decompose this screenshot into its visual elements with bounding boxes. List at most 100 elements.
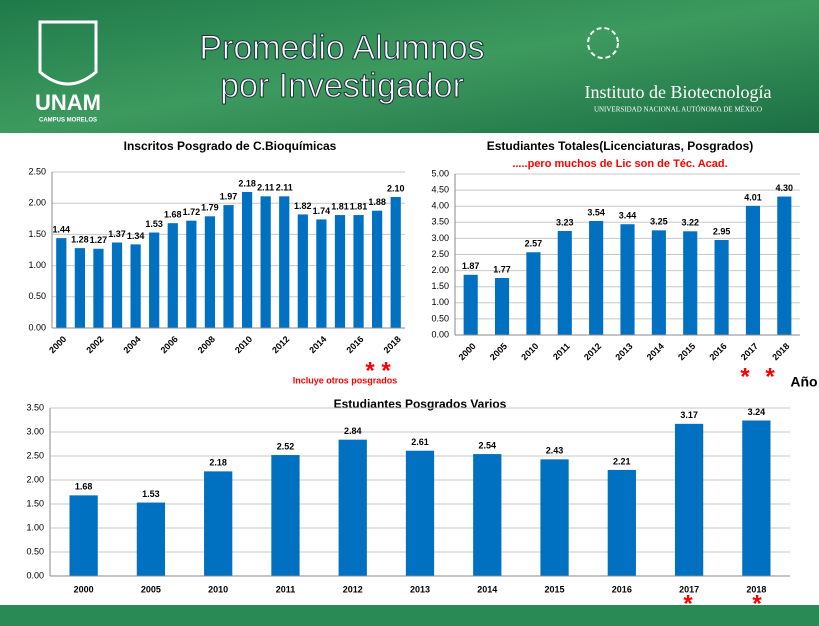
bar [557,230,572,335]
x-tick-label: 2011 [276,584,296,594]
logo-left: UNAM [35,90,101,115]
y-tick-label: 0.50 [28,291,46,301]
value-label: 1.68 [164,210,182,220]
title: por Investigador [220,67,464,105]
y-tick-label: 3.50 [431,217,449,227]
annotation: * [381,357,391,384]
value-label: 1.87 [462,261,480,271]
value-label: 2.10 [387,183,405,193]
bar [651,230,666,335]
bar [777,196,792,335]
value-label: 1.82 [294,201,312,211]
value-label: 1.72 [183,207,201,217]
value-label: 1.27 [90,235,108,245]
bar [260,196,271,328]
bar [111,242,123,328]
annotation: * [752,590,762,617]
institute: Instituto de Biotecnología [585,82,772,102]
bar [271,455,300,576]
x-tick-label: 2012 [343,584,363,594]
value-label: 3.24 [748,407,766,417]
annotation: * [765,363,775,390]
value-label: 3.25 [650,217,668,227]
value-label: 1.68 [75,482,93,492]
unam-shield [38,20,98,86]
y-tick-label: 1.50 [431,281,449,291]
value-label: 2.11 [257,183,274,193]
value-label: 2.18 [209,458,227,468]
y-tick-label: 3.00 [26,426,44,436]
annotation: Año [790,374,817,390]
bar [372,210,383,328]
bar [204,216,216,328]
bar [683,231,698,335]
bar [390,196,401,328]
value-label: 2.21 [613,456,631,466]
bar [742,420,771,576]
title: Promedio Alumnos [199,29,484,67]
value-label: 3.54 [587,207,605,217]
bar [279,196,290,328]
annotation: * [740,363,750,390]
y-tick-label: 1.00 [431,297,449,307]
y-tick-label: 1.50 [28,229,46,239]
bar [186,220,197,328]
bar [74,248,85,328]
bar [714,240,729,335]
value-label: 1.34 [127,231,145,241]
chart-title: Estudiantes Posgrados Varios [334,397,507,411]
bar [297,214,308,328]
chart-title: Inscritos Posgrado de C.Bioquímicas [124,139,337,153]
x-tick-label: 2017 [679,584,699,594]
y-tick-label: 1.00 [28,260,46,270]
value-label: 2.52 [277,441,295,451]
bar [338,439,367,576]
value-label: 1.81 [350,201,368,211]
bar [463,274,478,335]
value-label: 3.22 [681,218,699,228]
y-tick-label: 2.00 [26,474,44,484]
value-label: 2.57 [525,239,543,249]
bar [316,219,327,328]
y-tick-label: 3.50 [26,402,44,412]
bar [56,238,67,328]
y-tick-label: 3.00 [431,233,449,243]
bar [620,224,635,335]
value-label: 1.88 [368,197,386,207]
bar [223,205,234,328]
y-tick-label: 2.00 [28,198,46,208]
value-label: 1.53 [142,489,160,499]
bar [334,215,346,328]
y-tick-label: 0.00 [28,322,46,332]
y-tick-label: 2.50 [431,249,449,259]
value-label: 1.37 [108,229,126,239]
bar [167,223,178,328]
y-tick-label: 5.00 [431,168,449,178]
y-tick-label: 2.50 [26,450,44,460]
x-tick-label: 2018 [746,584,766,594]
value-label: 1.97 [220,191,238,201]
x-tick-label: 2014 [477,584,497,594]
bar [589,221,604,335]
value-label: 2.54 [479,440,497,450]
x-tick-label: 2015 [545,584,565,594]
value-label: 4.30 [776,183,794,193]
value-label: 2.61 [411,437,429,447]
value-label: 2.84 [344,426,362,436]
bar [526,252,541,335]
y-tick-label: 2.00 [431,265,449,275]
bar [69,495,98,576]
value-label: 3.17 [680,410,698,420]
value-label: 1.44 [53,225,71,235]
bar [93,248,104,328]
value-label: 1.74 [313,206,331,216]
value-label: 2.18 [238,178,256,188]
value-label: 1.79 [201,203,219,213]
value-label: 2.43 [546,446,564,456]
y-tick-label: 0.50 [431,313,449,323]
bar [494,278,510,335]
chart-subtitle: .....pero muchos de Lic son de Téc. Acad… [512,158,727,170]
value-label: 1.81 [331,201,349,211]
y-tick-label: 1.00 [26,522,44,532]
